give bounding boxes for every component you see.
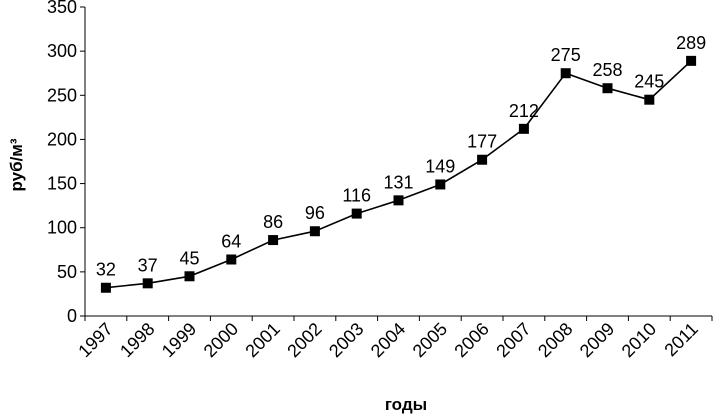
x-tick-label: 2009 [576, 319, 618, 361]
data-label: 245 [634, 72, 664, 92]
x-axis-title: годы [385, 395, 427, 414]
y-tick-label: 350 [47, 0, 77, 17]
x-tick-label: 2007 [492, 319, 534, 361]
y-tick-label: 250 [47, 85, 77, 105]
data-point-marker [100, 282, 111, 293]
y-axis-title: руб/м³ [7, 138, 26, 191]
x-tick-label: 1999 [158, 319, 200, 361]
data-label: 149 [425, 156, 455, 176]
y-tick-label: 300 [47, 41, 77, 61]
data-point-marker [184, 271, 195, 282]
data-point-marker [644, 94, 655, 105]
data-point-marker [142, 278, 153, 289]
y-tick-label: 0 [67, 306, 77, 326]
x-tick-label: 2001 [241, 319, 283, 361]
data-label: 116 [342, 186, 371, 206]
data-point-marker [226, 254, 237, 265]
data-point-marker [560, 68, 571, 79]
data-labels: 32 37 45 64 86 96 116 131 149 177 212 275 258 245 289 [96, 33, 706, 280]
data-label: 275 [551, 45, 581, 65]
data-point-marker [518, 123, 529, 134]
x-tick-label: 2003 [325, 319, 367, 361]
x-tick-label: 1997 [74, 319, 116, 361]
y-tick-label: 200 [47, 129, 77, 149]
data-point-marker [686, 55, 697, 66]
y-tick-label: 50 [57, 262, 77, 282]
data-label: 131 [383, 172, 413, 192]
data-label: 32 [96, 260, 116, 280]
data-point-marker [351, 208, 362, 219]
data-point-marker [268, 235, 279, 246]
x-tick-label: 2000 [200, 319, 242, 361]
series [100, 55, 697, 293]
x-tick-label: 2004 [367, 319, 409, 361]
x-tick-label: 2010 [618, 319, 660, 361]
x-tick-label: 2005 [409, 319, 451, 361]
data-point-marker [477, 154, 488, 165]
data-label: 64 [221, 231, 241, 251]
y-tick-label: 100 [47, 218, 77, 238]
x-axis: 1997 1998 1999 2000 2001 2002 2003 2004 2005 2006… [74, 315, 713, 361]
data-label: 37 [138, 255, 158, 275]
data-point-marker [393, 195, 404, 206]
y-axis: 0 50 100 150 200 250 300 350 [47, 0, 86, 326]
data-label: 212 [509, 101, 539, 121]
x-tick-label: 2002 [283, 319, 325, 361]
x-tick-label: 1998 [116, 319, 158, 361]
data-label: 86 [263, 212, 283, 232]
data-label: 177 [467, 132, 497, 152]
data-point-marker [602, 83, 613, 94]
data-point-marker [435, 179, 446, 190]
y-tick-label: 150 [47, 174, 77, 194]
x-tick-label: 2011 [660, 319, 702, 361]
data-label: 258 [592, 60, 622, 80]
data-point-marker [309, 226, 320, 237]
data-label: 45 [179, 248, 199, 268]
data-label: 289 [676, 33, 706, 53]
x-tick-label: 2008 [534, 319, 576, 361]
x-tick-label: 2006 [450, 319, 492, 361]
data-label: 96 [305, 203, 325, 223]
